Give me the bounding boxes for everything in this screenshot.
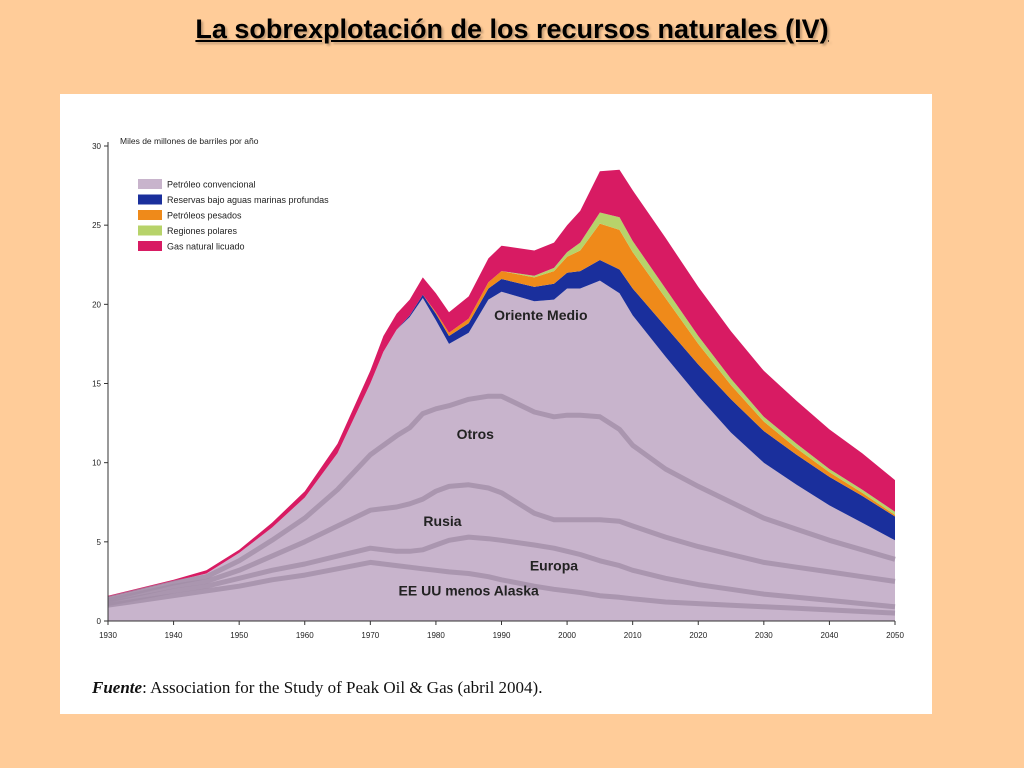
region-labels: EE UU menos Alaska Europa Rusia Otros Orient… <box>399 307 588 599</box>
area-reservas-bajo-aguas-marinas-profundas <box>108 260 895 598</box>
y-tick-label: 30 <box>92 142 101 151</box>
x-tick-label: 2040 <box>821 631 839 640</box>
slide-title: La sobrexplotación de los recursos natur… <box>195 14 829 44</box>
band-boundary-ee-uu-menos-alaska <box>107 559 896 616</box>
x-tick-label: 2010 <box>624 631 642 640</box>
region-label-rusia: Rusia <box>423 513 461 529</box>
legend-swatch-gas-natural-licuado <box>138 241 162 251</box>
x-tick-label: 2030 <box>755 631 773 640</box>
area-petroleo-convencional <box>108 280 895 621</box>
y-axis-label: Miles de millones de barriles por año <box>120 136 259 146</box>
x-tick-label: 1980 <box>427 631 445 640</box>
x-tick-label: 1970 <box>361 631 379 640</box>
legend-label-reservas-bajo-aguas-marinas-profundas: Reservas bajo aguas marinas profundas <box>167 195 329 205</box>
legend: Petróleo convencional Reservas bajo aguas… <box>138 179 329 252</box>
y-tick-label: 5 <box>97 538 102 547</box>
y-tick-label: 0 <box>97 617 102 626</box>
x-tick-label: 1950 <box>230 631 248 640</box>
region-label-otros: Otros <box>457 426 495 442</box>
legend-label-petroleo-convencional: Petróleo convencional <box>167 180 256 190</box>
y-tick-label: 10 <box>92 459 101 468</box>
axes-layer: 0 5 10 15 20 25 30 1930 1940 1950 1960 1970 1980 1990… <box>92 136 904 640</box>
x-tick-label: 1940 <box>165 631 183 640</box>
source-line: Fuente: Association for the Study of Pea… <box>92 678 542 698</box>
conventional-bands-layer <box>107 393 896 616</box>
legend-label-gas-natural-licuado: Gas natural licuado <box>167 242 245 252</box>
band-boundary-rusia <box>107 482 896 603</box>
region-label-europa: Europa <box>530 557 578 573</box>
region-label-oriente-medio: Oriente Medio <box>494 307 587 323</box>
y-tick-label: 20 <box>92 300 101 309</box>
legend-swatch-petroleo-convencional <box>138 179 162 189</box>
band-boundary-otros <box>107 393 896 602</box>
area-gas-natural-licuado <box>108 169 895 598</box>
legend-swatch-petroleos-pesados <box>138 210 162 220</box>
band-boundary-europa <box>107 534 896 610</box>
chart-svg: 0 5 10 15 20 25 30 1930 1940 1950 1960 1970 1980 1990… <box>92 136 904 640</box>
legend-label-petroleos-pesados: Petróleos pesados <box>167 211 242 221</box>
source-label: Fuente <box>92 678 143 697</box>
x-tick-label: 2000 <box>558 631 576 640</box>
x-tick-label: 1990 <box>493 631 511 640</box>
legend-swatch-reservas-bajo-aguas-marinas-profundas <box>138 194 162 205</box>
legend-swatch-regiones-polares <box>138 225 162 236</box>
chart-panel: 0 5 10 15 20 25 30 1930 1940 1950 1960 1970 1980 1990… <box>60 94 932 714</box>
y-tick-label: 15 <box>92 380 101 389</box>
x-tick-label: 2020 <box>689 631 707 640</box>
region-label-ee-uu-menos-alaska: EE UU menos Alaska <box>399 583 540 599</box>
x-tick-label: 1930 <box>99 631 117 640</box>
x-tick-label: 2050 <box>886 631 904 640</box>
legend-label-regiones-polares: Regiones polares <box>167 226 238 236</box>
areas-layer <box>108 169 895 621</box>
x-tick-label: 1960 <box>296 631 314 640</box>
y-tick-label: 25 <box>92 221 101 230</box>
source-text: : Association for the Study of Peak Oil … <box>142 678 543 697</box>
